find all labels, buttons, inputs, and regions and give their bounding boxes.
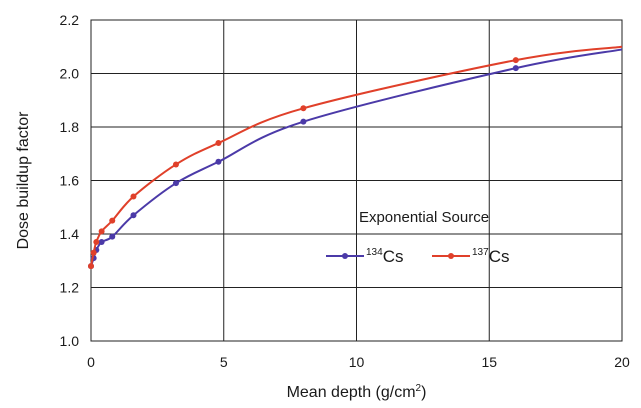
x-tick-label: 20	[614, 354, 630, 370]
x-axis-title: Mean depth (g/cm2)	[287, 383, 427, 401]
data-point	[512, 65, 519, 72]
data-point	[130, 212, 137, 219]
y-tick-label: 1.6	[60, 173, 80, 189]
tick-labels: 0 5 10 15 20 1.0 1.2 1.4 1.6 1.8 2.0 2.2	[60, 12, 630, 370]
data-point	[215, 158, 222, 165]
data-point	[109, 233, 116, 240]
data-point	[98, 228, 105, 235]
y-tick-label: 2.0	[60, 66, 80, 82]
y-tick-label: 2.2	[60, 12, 80, 28]
legend: Exponential Source 134Cs 137Cs	[326, 209, 509, 266]
legend-label: 134Cs	[366, 247, 403, 266]
y-tick-label: 1.2	[60, 280, 80, 296]
data-point	[90, 249, 97, 256]
data-point	[98, 239, 105, 246]
data-point	[215, 140, 222, 147]
series-137-cs	[88, 45, 623, 270]
x-tick-label: 15	[481, 354, 497, 370]
data-point	[109, 217, 116, 224]
data-point	[172, 161, 179, 168]
y-tick-label: 1.4	[60, 226, 80, 242]
data-point	[300, 105, 307, 112]
x-tick-label: 10	[349, 354, 365, 370]
y-tick-label: 1.0	[60, 333, 80, 349]
legend-item-137-cs: 137Cs	[432, 247, 509, 266]
y-tick-label: 1.8	[60, 119, 80, 135]
legend-label: 137Cs	[472, 247, 509, 266]
legend-title: Exponential Source	[359, 209, 489, 226]
data-point	[88, 263, 94, 270]
legend-swatch-marker	[342, 253, 348, 259]
x-tick-label: 5	[220, 354, 228, 370]
y-axis-title: Dose buildup factor	[15, 111, 32, 250]
x-tick-label: 0	[87, 354, 95, 370]
legend-item-134-cs: 134Cs	[326, 247, 403, 266]
series-layer	[88, 45, 623, 270]
data-point	[130, 193, 137, 200]
data-point	[512, 57, 519, 64]
data-point	[93, 239, 100, 246]
data-point	[300, 118, 307, 125]
data-point	[172, 180, 179, 187]
legend-swatch-marker	[448, 253, 454, 259]
